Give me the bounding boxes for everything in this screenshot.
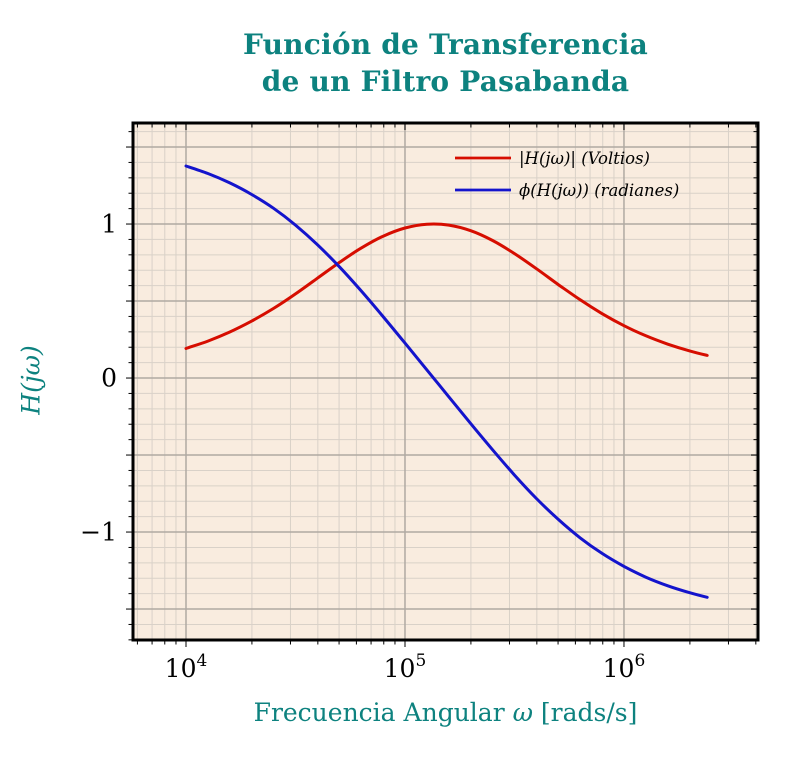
y-tick-label: −1 — [80, 518, 117, 547]
minor-gridlines — [133, 123, 758, 641]
x-tick-label: 106 — [603, 651, 646, 683]
phase-curve — [184, 164, 709, 599]
x-tick-labels: 104 105 106 — [165, 651, 646, 683]
plot-border — [131, 121, 760, 642]
major-gridlines — [133, 123, 758, 640]
plot-area — [133, 123, 758, 640]
y-tick-labels: 1 0 −1 — [80, 210, 117, 547]
chart-title-line1: Función de Transferencia — [243, 28, 648, 61]
chart-title: Función de Transferencia de un Filtro Pa… — [133, 26, 758, 100]
legend-label: |H(jω)| (Voltios) — [519, 149, 650, 168]
magnitude-curve — [184, 222, 709, 357]
y-tick-label: 1 — [101, 210, 117, 239]
legend-label: ϕ(H(jω)) (radianes) — [519, 181, 679, 200]
x-tick-label: 105 — [384, 651, 427, 683]
x-axis-label-text: Frecuencia Angular — [253, 698, 513, 727]
y-tick-label: 0 — [101, 364, 117, 393]
chart-title-line2: de un Filtro Pasabanda — [261, 65, 630, 98]
chart-legend: |H(jω)| (Voltios) ϕ(H(jω)) (radianes) — [455, 149, 679, 200]
x-tick-label: 104 — [165, 651, 208, 683]
y-axis-label: H(jω) — [16, 345, 46, 415]
omega-symbol: ω — [512, 698, 533, 727]
x-axis-label-units: [rads/s] — [532, 698, 638, 727]
x-axis-label: Frecuencia Angular ω [rads/s] — [133, 698, 758, 727]
